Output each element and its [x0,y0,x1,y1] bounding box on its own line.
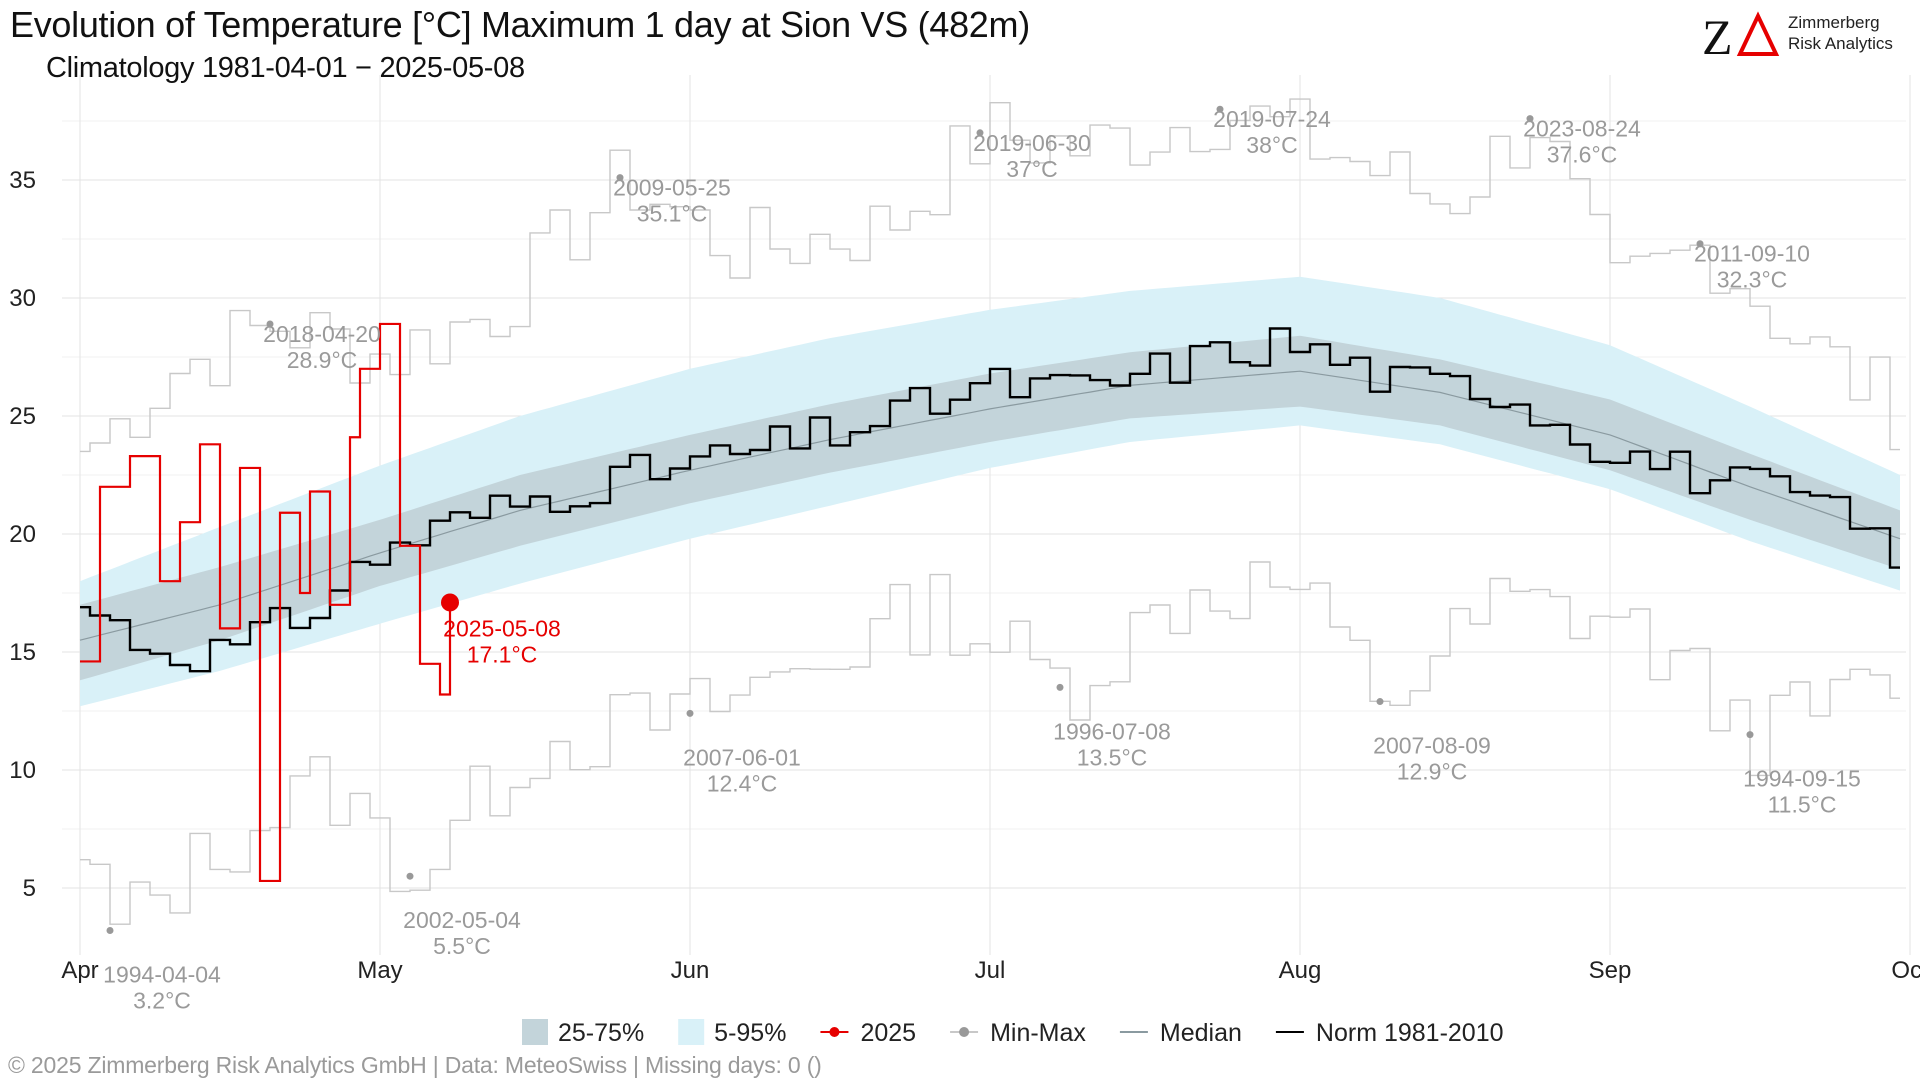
record-value-label: 37.6°C [1547,142,1618,168]
record-date-label: 2007-06-01 [683,744,801,770]
record-point [1376,698,1384,706]
logo-delta [1736,11,1780,56]
series-lines [79,98,1901,925]
record-point [686,709,694,717]
y-tick-label: 25 [9,403,36,430]
axes: 5 10 15 20 25 30 35 Apr May Jun Jul Aug Sep Oct [9,167,1920,984]
legend-label-current: 2025 [860,1019,916,1047]
record-point [1696,240,1704,248]
record-point [1526,115,1534,123]
band-25-75 [80,335,1900,681]
norm-series-line [80,327,1900,673]
record-value-label: 12.9°C [1397,759,1468,785]
chart-title: Evolution of Temperature [°C] Maximum 1 … [10,4,1030,45]
record-value-label: 38°C [1246,132,1297,158]
record-date-label: 2019-07-24 [1213,106,1331,132]
record-point [616,174,624,182]
x-tick-label: Oct [1891,957,1920,984]
record-date-label: 1994-04-04 [103,961,221,987]
current-date-label: 2025-05-08 [443,615,561,641]
legend-label-iqr: 25-75% [558,1019,644,1047]
legend-label-norm: Norm 1981-2010 [1316,1019,1504,1047]
record-value-label: 35.1°C [637,201,708,227]
record-date-label: 2007-08-09 [1373,733,1491,759]
x-tick-label: Jun [671,957,710,984]
legend-label-p5_95: 5-95% [714,1019,786,1047]
record-point [1216,105,1224,113]
logo-text: Zimmerberg Risk Analytics [1788,12,1893,54]
record-date-label: 1996-07-08 [1053,718,1171,744]
record-date-label: 2018-04-20 [263,321,381,347]
chart-subtitle: Climatology 1981-04-01 − 2025-05-08 [46,52,525,84]
logo-line2: Risk Analytics [1788,34,1893,53]
record-value-label: 3.2°C [133,987,191,1010]
record-point [406,872,414,880]
x-tick-label: Sep [1589,957,1632,984]
y-tick-label: 30 [9,285,36,312]
logo-z: Z [1702,9,1733,65]
current-value-label: 17.1°C [467,641,538,667]
record-date-label: 1994-09-15 [1743,766,1861,792]
record-date-label: 2011-09-10 [1694,241,1810,267]
y-tick-label: 10 [9,757,36,784]
record-value-label: 11.5°C [1768,792,1837,818]
legend-dot-minmax [959,1027,970,1037]
record-value-label: 13.5°C [1077,744,1148,770]
x-tick-label: Apr [61,957,98,984]
legend: 25-75% 5-95% 2025 Min-Max Median Norm 1981-20… [522,1019,1504,1047]
legend-label-median: Median [1160,1019,1242,1047]
y-tick-label: 5 [23,875,36,902]
record-value-label: 32.3°C [1717,267,1788,293]
record-point [106,926,114,934]
record-value-label: 5.5°C [433,933,491,959]
record-date-label: 2023-08-24 [1523,116,1641,142]
x-tick-label: Aug [1279,957,1322,984]
x-tick-label: Jul [975,957,1006,984]
current-point [441,593,459,612]
legend-dot-current [829,1027,840,1037]
y-tick-label: 20 [9,521,36,548]
y-tick-label: 35 [9,167,36,194]
record-date-label: 2002-05-04 [403,907,521,933]
legend-swatch-iqr [522,1019,548,1045]
record-value-label: 37°C [1006,156,1057,182]
x-tick-label: May [357,957,402,984]
median-series-line [79,370,1901,641]
min-series-line [80,561,1900,925]
record-point [976,129,984,137]
legend-swatch-p5_95 [678,1019,705,1045]
legend-label-minmax: Min-Max [990,1019,1086,1047]
y-tick-label: 15 [9,639,36,666]
bands [80,276,1900,707]
record-date-label: 2009-05-25 [613,175,731,201]
record-value-label: 12.4°C [707,770,778,796]
record-point [1056,683,1064,691]
current-year-line [80,322,452,883]
record-point [1746,731,1754,739]
logo-line1: Zimmerberg [1788,13,1880,32]
record-date-label: 2019-06-30 [973,130,1091,156]
record-point [266,320,274,328]
logo-mark: Z [1702,9,1780,65]
footer: © 2025 Zimmerberg Risk Analytics GmbH | … [8,1052,822,1078]
record-value-label: 28.9°C [287,347,358,373]
